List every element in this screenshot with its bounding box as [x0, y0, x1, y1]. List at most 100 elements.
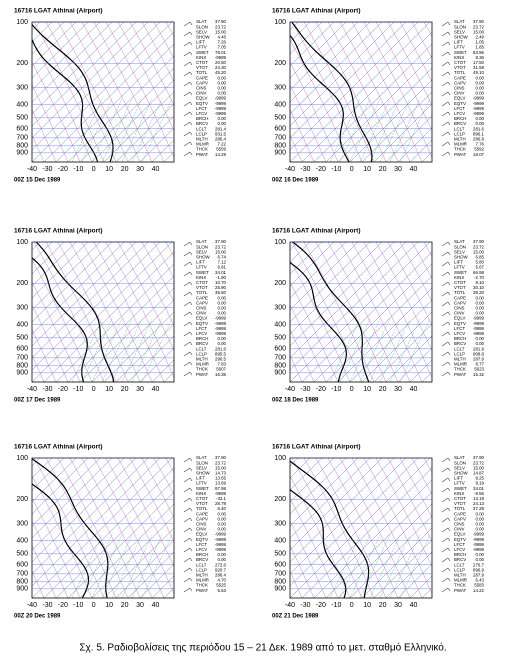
- index-value: 0.00: [217, 311, 226, 316]
- index-name: LFCV: [454, 111, 465, 116]
- wind-barb: [183, 457, 193, 463]
- index-name: CAPV: [454, 516, 466, 521]
- isotherm: [313, 43, 432, 162]
- index-name: MLTH: [454, 356, 466, 361]
- index-name: CTOT: [454, 496, 466, 501]
- dry-adiabat: [0, 458, 8, 598]
- index-name: KINX: [196, 55, 206, 60]
- index-value: 0.00: [217, 516, 226, 521]
- index-name: EQTV: [196, 537, 208, 542]
- pressure-label: 700: [16, 571, 28, 578]
- mixing-line: [329, 534, 361, 598]
- isotherm: [79, 67, 174, 162]
- index-name: SHOW: [454, 470, 469, 475]
- isotherm: [290, 242, 383, 335]
- isotherm: [409, 359, 432, 382]
- dry-adiabat: [202, 458, 272, 598]
- wind-barb: [183, 91, 193, 97]
- wind-barb: [441, 41, 451, 47]
- isotherm: [32, 242, 173, 382]
- isotherm: [290, 458, 347, 515]
- isotherm: [32, 458, 89, 515]
- dry-adiabat: [387, 458, 432, 542]
- index-name: BRCV: [196, 341, 208, 346]
- dry-adiabat: [375, 22, 432, 131]
- pressure-label: 900: [274, 150, 286, 157]
- index-value: 0.00: [217, 121, 226, 126]
- isotherm: [32, 242, 149, 359]
- isotherm: [32, 22, 173, 162]
- index-value: 0.00: [475, 116, 484, 121]
- isotherm: [290, 22, 395, 127]
- mixing-line: [141, 534, 173, 598]
- index-value: 9.19: [475, 481, 484, 486]
- index-name: BRCH: [454, 336, 466, 341]
- index-name: SLAT: [454, 239, 465, 244]
- isotherm: [290, 458, 323, 491]
- isotherm: [91, 515, 174, 598]
- index-name: SELV: [454, 465, 465, 470]
- dewpoint-profile: [290, 261, 348, 382]
- pressure-label: 100: [274, 19, 286, 26]
- dry-adiabat: [460, 22, 526, 162]
- index-name: CAPE: [454, 511, 466, 516]
- index-value: -9999: [215, 547, 227, 552]
- index-name: THCK: [454, 583, 466, 588]
- temperature-label: -20: [58, 386, 68, 393]
- mixing-line: [141, 98, 173, 162]
- index-name: LFCT: [196, 542, 207, 547]
- isotherm: [290, 22, 347, 79]
- index-name: BRCV: [196, 121, 208, 126]
- isotherm: [409, 139, 432, 162]
- dry-adiabat: [202, 242, 272, 382]
- index-value: 281.6: [215, 346, 227, 351]
- wind-barb: [183, 537, 193, 543]
- isotherm: [115, 323, 174, 382]
- temperature-label: -20: [58, 602, 68, 609]
- pressure-label: 600: [274, 562, 286, 569]
- index-name: CAPE: [196, 511, 208, 516]
- index-name: SWET: [196, 486, 209, 491]
- pressure-label: 600: [274, 126, 286, 133]
- isotherm: [67, 275, 174, 382]
- index-value: 39.20: [473, 290, 485, 295]
- temperature-label: 20: [379, 166, 387, 173]
- pressure-label: 800: [274, 579, 286, 586]
- wind-barb: [441, 311, 451, 317]
- mixing-line: [369, 534, 401, 598]
- dewpoint-profile: [32, 483, 90, 598]
- index-value: 0.00: [475, 295, 484, 300]
- index-value: -9999: [215, 316, 227, 321]
- dry-adiabat: [57, 22, 129, 162]
- mixing-line: [339, 318, 371, 382]
- index-value: -9999: [473, 547, 485, 552]
- dry-adiabat: [45, 22, 117, 162]
- isotherm: [290, 242, 311, 263]
- index-name: SELV: [454, 249, 465, 254]
- pressure-label: 900: [274, 370, 286, 377]
- index-name: TOTL: [454, 70, 466, 75]
- index-value: 34.01: [473, 486, 485, 491]
- temperature-label: 0: [92, 166, 96, 173]
- wind-barb: [183, 517, 193, 523]
- isotherm: [43, 251, 174, 382]
- isotherm: [290, 242, 395, 347]
- temperature-label: -30: [42, 386, 52, 393]
- index-name: LIFT: [454, 260, 463, 265]
- index-value: 4.70: [217, 578, 226, 583]
- pressure-label: 800: [274, 143, 286, 150]
- panel-title: 16716 LGAT Athinai (Airport): [14, 228, 102, 235]
- index-name: EQLV: [454, 316, 465, 321]
- mixing-line: [369, 318, 401, 382]
- isotherm: [127, 115, 174, 162]
- dry-adiabat: [290, 134, 303, 162]
- index-value: 23.72: [215, 24, 227, 29]
- wind-barb: [441, 151, 451, 157]
- isotherm: [397, 347, 432, 382]
- temperature-label: 30: [136, 602, 144, 609]
- dry-adiabat: [69, 242, 141, 382]
- index-value: 24.13: [473, 501, 485, 506]
- mixing-line: [81, 534, 113, 598]
- dewpoint-profile: [32, 257, 88, 382]
- index-name: LFTV: [454, 45, 465, 50]
